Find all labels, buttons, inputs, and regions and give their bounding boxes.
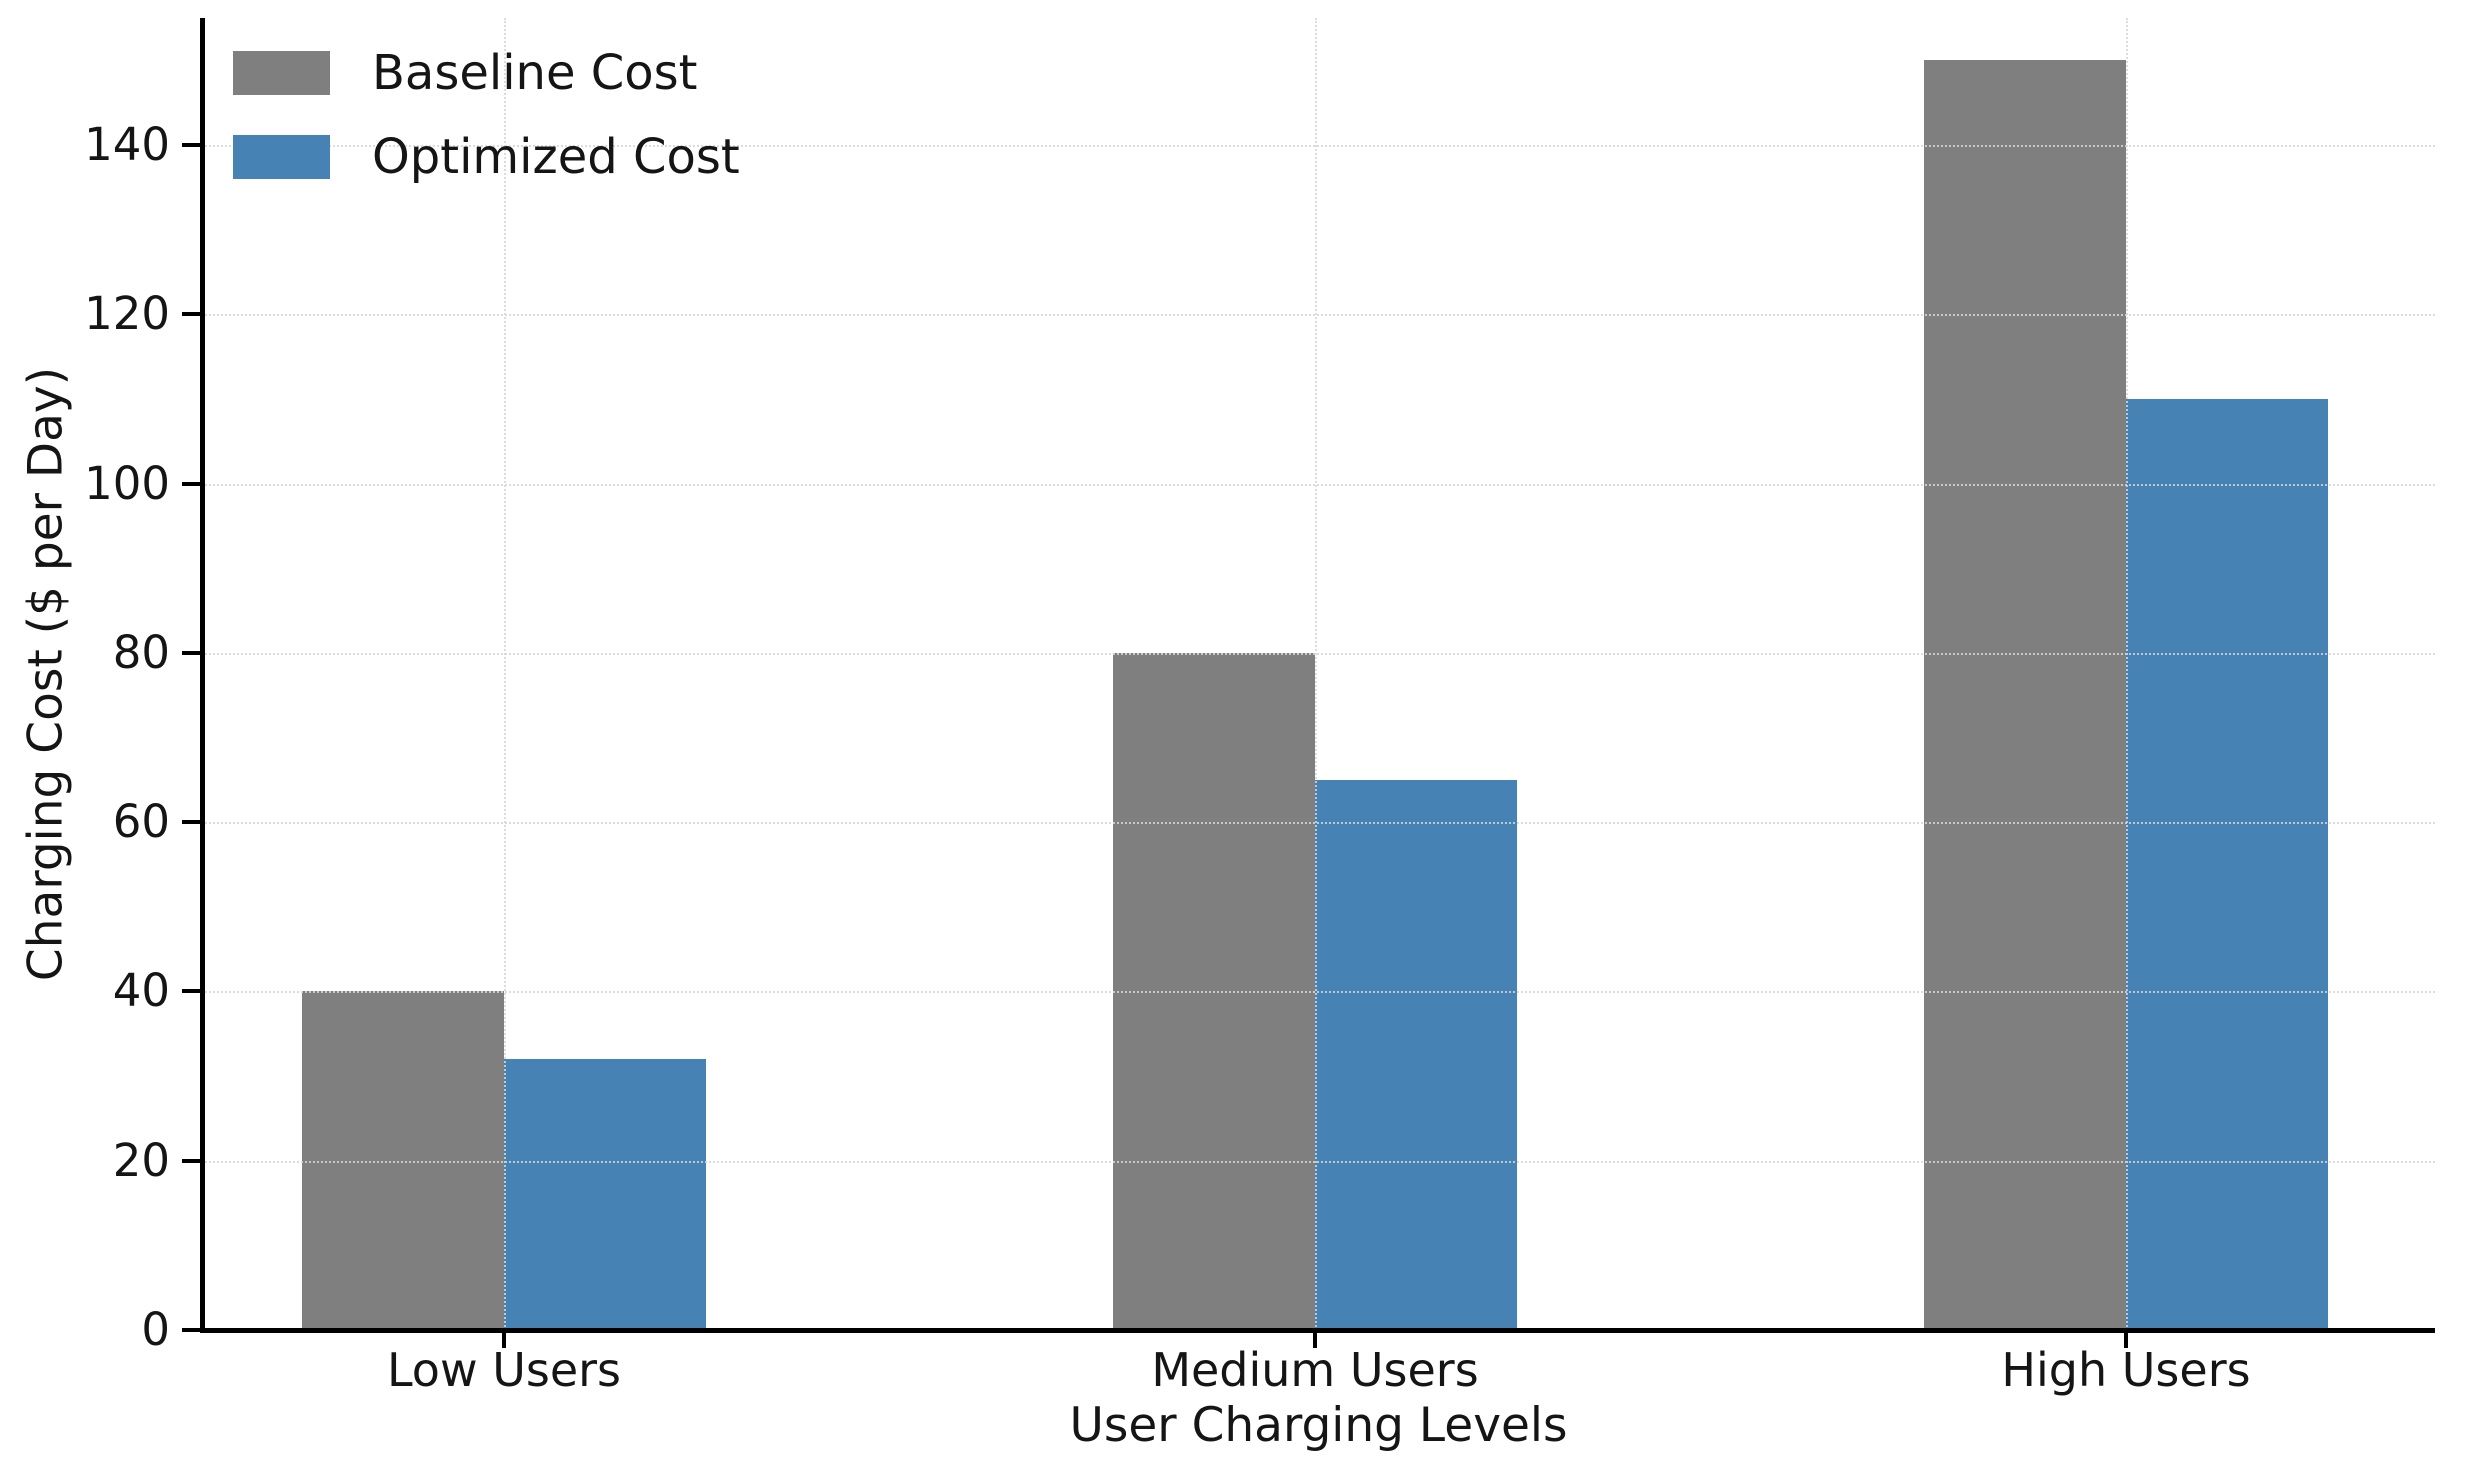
y-tick-140 [182,142,200,147]
y-axis-label: Charging Cost ($ per Day) [18,366,74,982]
x-tick-label-low-users: Low Users [386,1343,622,1397]
y-tick-0 [182,1328,200,1332]
y-tick-label-0: 0 [141,1303,170,1356]
y-tick-20 [182,1158,200,1163]
optimized-swatch [233,135,330,179]
x-tick-high-users [2124,1332,2128,1348]
y-tick-label-80: 80 [112,625,170,679]
y-tick-label-20: 20 [112,1133,170,1187]
legend-item-optimized: Optimized Cost [233,124,740,190]
y-tick-label-40: 40 [112,964,170,1018]
legend: Baseline Cost Optimized Cost [233,40,740,208]
y-tick-label-60: 60 [112,795,170,849]
bar-optimized-cost-high-users [2126,398,2328,1330]
y-tick-label-120: 120 [84,287,170,341]
bar-optimized-cost-low-users [504,1059,706,1330]
legend-label-baseline: Baseline Cost [372,45,698,101]
y-gridline-100 [202,483,2435,486]
y-tick-label-100: 100 [84,456,170,510]
x-tick-label-high-users: High Users [2001,1343,2251,1397]
bar-optimized-cost-medium-users [1315,779,1517,1330]
y-tick-label-140: 140 [84,117,170,171]
baseline-swatch [233,51,330,95]
y-tick-40 [182,989,200,994]
y-gridline-120 [202,314,2435,317]
x-gridline-low-users [504,18,506,1330]
legend-item-baseline: Baseline Cost [233,40,740,106]
y-axis-spine [200,18,205,1333]
y-tick-60 [182,820,200,825]
y-gridline-40 [202,991,2435,994]
x-tick-low-users [502,1332,506,1348]
x-tick-label-medium-users: Medium Users [1151,1343,1479,1397]
x-axis-label: User Charging Levels [1069,1398,1568,1453]
y-tick-120 [182,312,200,317]
x-axis-spine [200,1328,2435,1333]
bar-baseline-cost-low-users [302,991,504,1330]
y-tick-80 [182,650,200,655]
y-tick-100 [182,481,200,486]
x-gridline-high-users [2126,18,2128,1330]
legend-label-optimized: Optimized Cost [372,129,740,185]
y-gridline-20 [202,1160,2435,1163]
y-gridline-80 [202,652,2435,655]
x-gridline-medium-users [1315,18,1317,1330]
y-gridline-140 [202,144,2435,147]
x-tick-medium-users [1313,1332,1317,1348]
y-gridline-60 [202,822,2435,825]
bar-baseline-cost-high-users [1924,60,2126,1330]
